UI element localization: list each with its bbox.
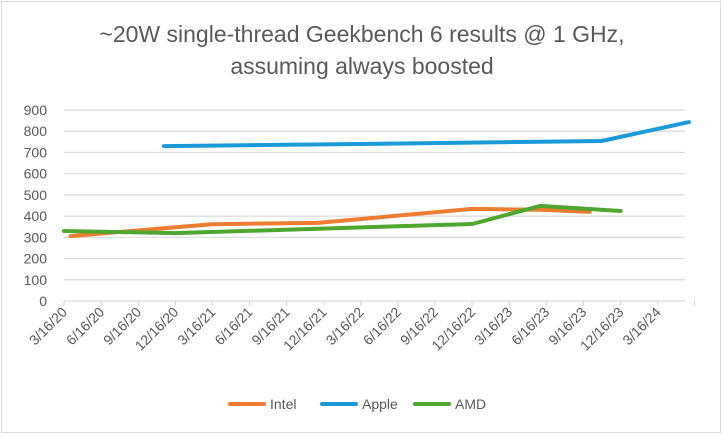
legend-label-apple: Apple <box>362 396 398 412</box>
series-line-apple <box>161 120 691 149</box>
x-tick-label: 6/16/21 <box>211 304 255 348</box>
y-tick-label: 200 <box>24 251 48 267</box>
y-tick-label: 900 <box>24 102 48 118</box>
series-line-intel <box>68 206 592 239</box>
y-tick-label: 300 <box>24 229 48 245</box>
chart-title: ~20W single-thread Geekbench 6 results @… <box>0 18 724 82</box>
x-tick-label: 3/16/21 <box>174 304 218 348</box>
y-tick-label: 700 <box>24 144 48 160</box>
x-tick-label: 6/16/20 <box>63 304 107 348</box>
chart-title-line-2: assuming always boosted <box>230 53 494 79</box>
y-tick-label: 600 <box>24 166 48 182</box>
x-tick-label: 3/16/22 <box>323 304 367 348</box>
series-line-amd <box>62 203 623 236</box>
x-tick-label: 3/16/24 <box>619 304 663 348</box>
chart-title-line-1: ~20W single-thread Geekbench 6 results @… <box>99 21 625 47</box>
y-tick-label: 500 <box>24 187 48 203</box>
x-tick-label: 3/16/20 <box>26 304 70 348</box>
y-tick-label: 400 <box>24 208 48 224</box>
x-tick-label: 6/16/23 <box>508 304 552 348</box>
y-tick-label: 0 <box>39 293 47 309</box>
x-tick-label: 3/16/23 <box>471 304 515 348</box>
legend-label-intel: Intel <box>270 396 296 412</box>
y-tick-label: 800 <box>24 123 48 139</box>
x-tick-label: 6/16/22 <box>360 304 404 348</box>
legend-label-amd: AMD <box>455 396 486 412</box>
y-tick-label: 100 <box>24 272 48 288</box>
